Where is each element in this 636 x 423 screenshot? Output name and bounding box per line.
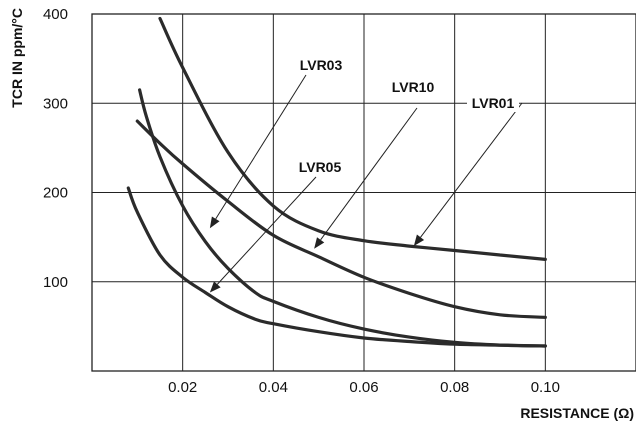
callout-arrow-lvr01 — [420, 102, 523, 238]
callout-arrow-lvr05 — [216, 176, 317, 285]
callout-arrowhead — [209, 281, 221, 293]
y-tick-label: 300 — [43, 95, 68, 112]
x-tick-label: 0.10 — [531, 379, 560, 396]
y-tick-label: 100 — [43, 274, 68, 291]
series-line-lvr01 — [158, 16, 547, 261]
x-tick-label: 0.06 — [349, 379, 378, 396]
x-axis-title: RESISTANCE (Ω) — [520, 405, 634, 421]
series-line-lvr03 — [138, 88, 547, 348]
callout-label-bg — [295, 56, 347, 74]
callout-label-bg — [467, 94, 519, 112]
callout-label-lvr01: LVR01 — [472, 95, 515, 111]
series-line-lvr05 — [126, 186, 547, 348]
callout-arrow-lvr10 — [320, 107, 418, 241]
x-tick-label: 0.02 — [168, 379, 197, 396]
callout-arrow-lvr03 — [215, 74, 307, 220]
x-tick-label: 0.08 — [440, 379, 469, 396]
y-tick-label: 200 — [43, 185, 68, 202]
x-tick-labels: 0.02 0.04 0.06 0.08 0.10 — [168, 379, 560, 396]
callout-label-lvr10: LVR10 — [392, 79, 435, 95]
plot-frame — [91, 13, 636, 372]
x-tick-label: 0.04 — [259, 379, 288, 396]
callout-arrowhead — [314, 237, 325, 249]
y-axis-title: TCR IN ppm/°C — [9, 8, 25, 108]
grid — [92, 13, 636, 371]
series-lines — [126, 16, 547, 348]
callout-label-bg — [387, 78, 439, 96]
callout-arrowhead — [413, 234, 425, 247]
series-line-lvr10 — [135, 119, 547, 319]
callouts: LVR03 LVR10 LVR01 LVR05 — [209, 56, 523, 293]
y-tick-labels: 100 200 300 400 — [43, 6, 68, 291]
y-tick-label: 400 — [43, 6, 68, 23]
callout-label-bg — [294, 158, 346, 176]
callout-label-lvr03: LVR03 — [300, 57, 343, 73]
callout-label-lvr05: LVR05 — [299, 159, 342, 175]
callout-arrowhead — [209, 216, 220, 229]
